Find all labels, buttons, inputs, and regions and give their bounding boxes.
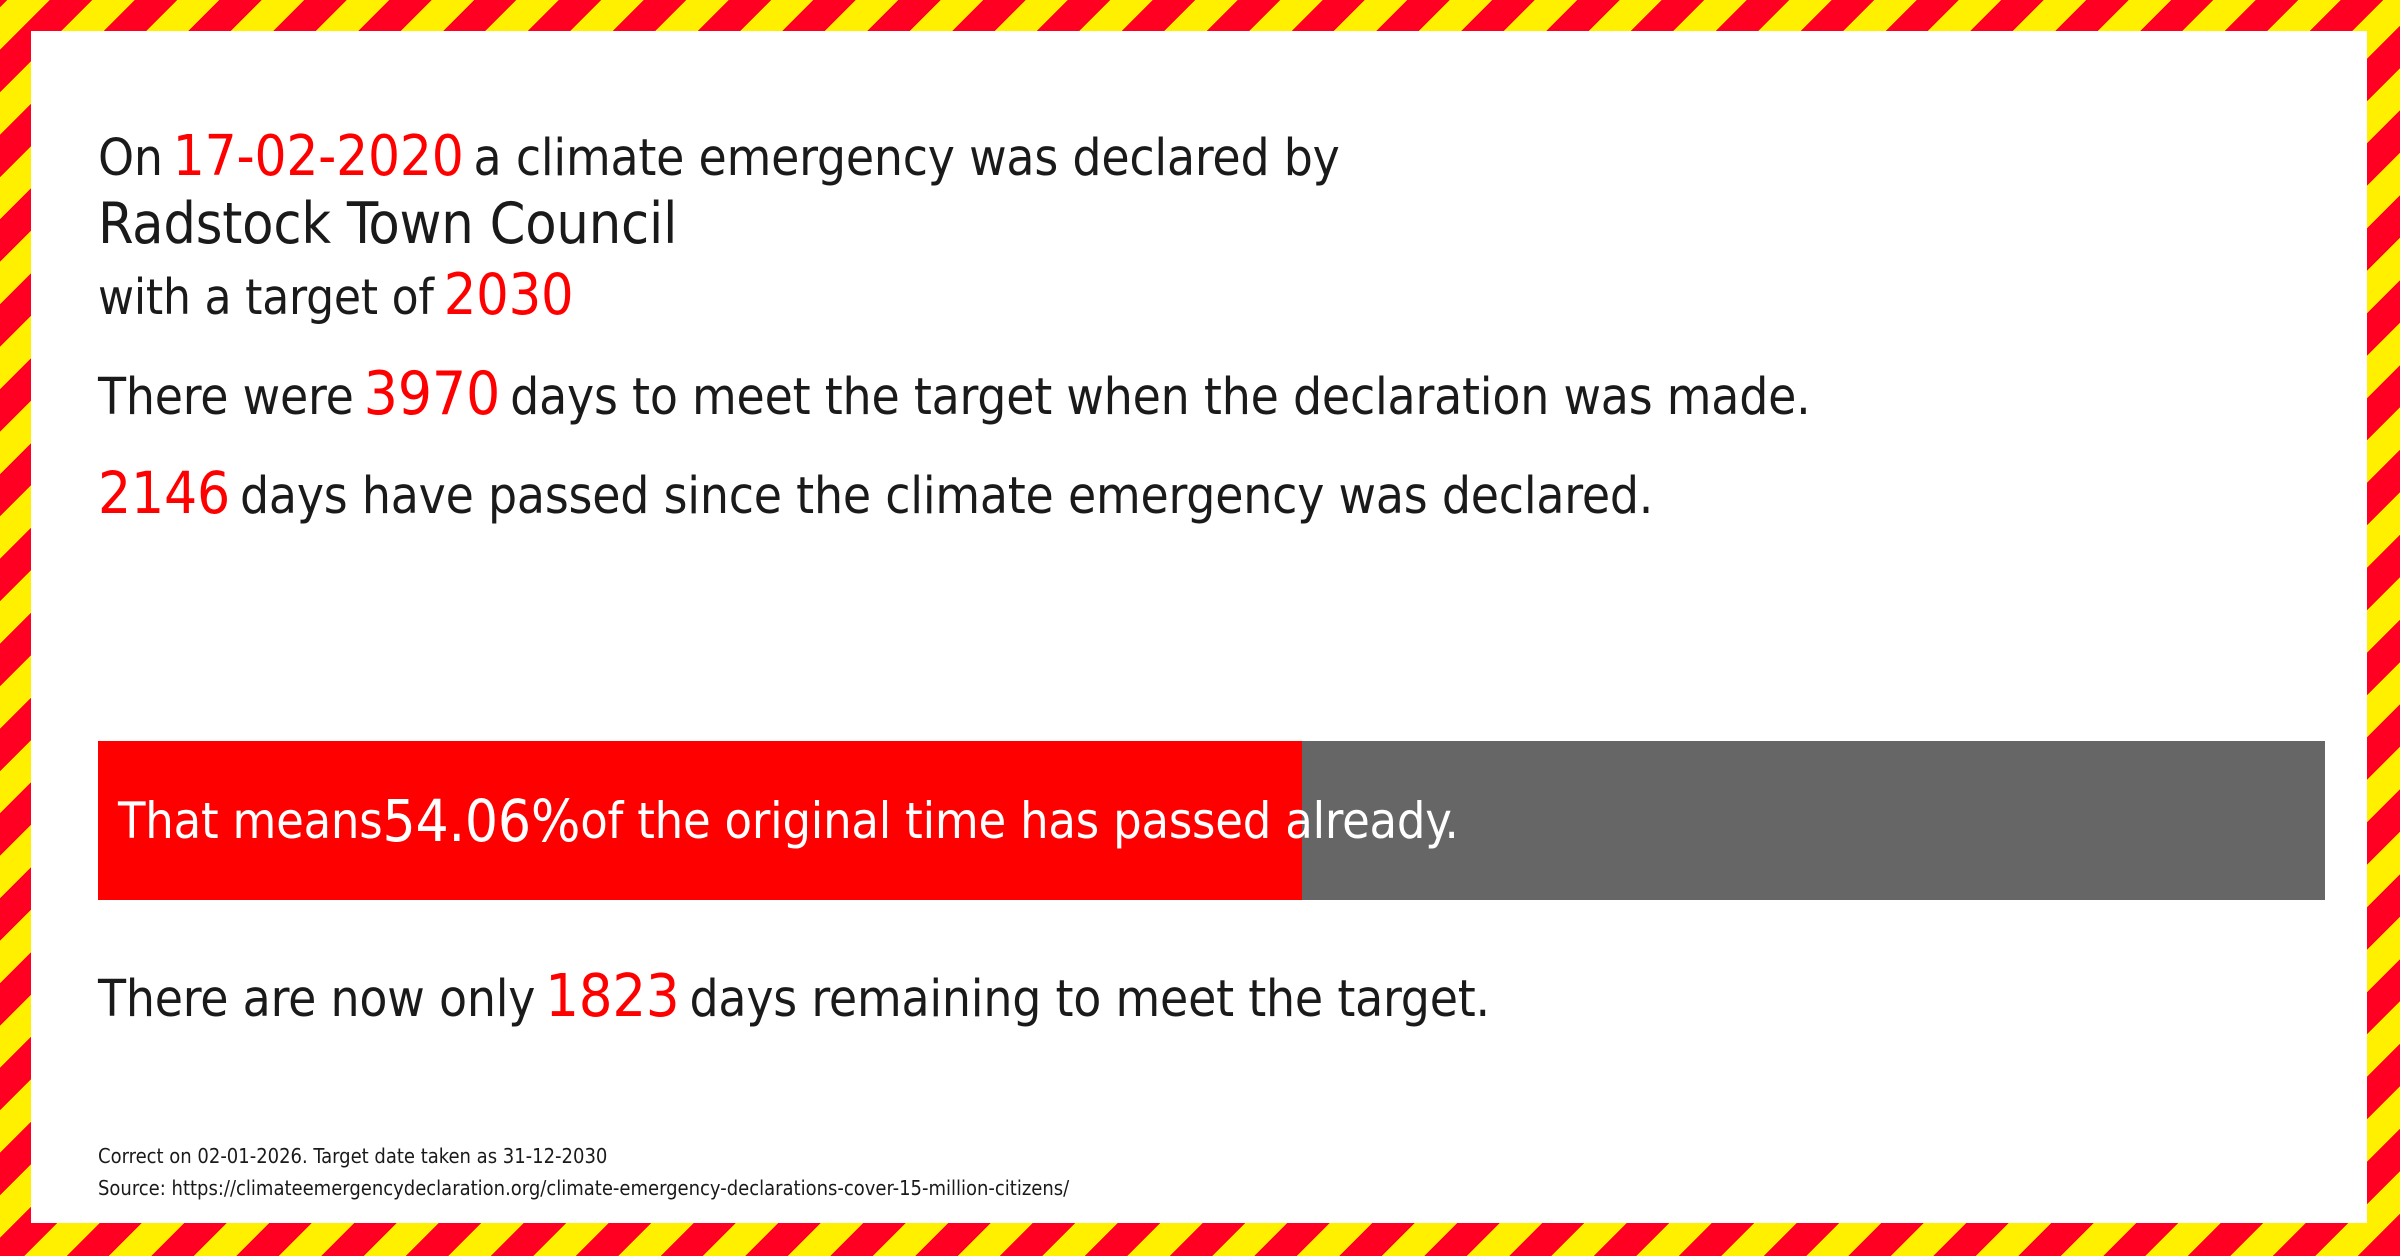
target-year-line: with a target of 2030 bbox=[98, 262, 574, 328]
progress-bar-fill bbox=[98, 741, 1302, 900]
days-passed-suffix-text: days have passed since the climate emerg… bbox=[239, 467, 1654, 526]
declaration-date-value: 17-02-2020 bbox=[172, 124, 464, 189]
days-available-line: There were 3970 days to meet the target wh… bbox=[98, 359, 1811, 429]
target-prefix-text: with a target of bbox=[98, 269, 434, 326]
days-remaining-suffix-text: days remaining to meet the target. bbox=[689, 970, 1491, 1029]
progress-bar-label: That means 54.06% of the original time has… bbox=[118, 741, 1459, 900]
declaring-authority-name: Radstock Town Council bbox=[98, 191, 678, 257]
days-remaining-line: There are now only 1823 days remaining to … bbox=[98, 961, 1490, 1030]
days-available-suffix-text: days to meet the target when the declara… bbox=[510, 368, 1811, 427]
target-year-value: 2030 bbox=[443, 262, 574, 328]
progress-percent-value: 54.06% bbox=[382, 786, 581, 855]
card-inner-canvas: On 17-02-2020 a climate emergency was decl… bbox=[31, 31, 2367, 1223]
footnote-source-url: Source: https://climateemergencydeclarat… bbox=[98, 1176, 1070, 1200]
footnote-correct-on: Correct on 02-01-2026. Target date taken… bbox=[98, 1144, 608, 1168]
days-available-prefix-text: There were bbox=[98, 368, 354, 427]
days-passed-line: 2146 days have passed since the climate e… bbox=[98, 459, 1653, 527]
days-passed-value: 2146 bbox=[98, 459, 230, 527]
time-elapsed-progress-bar: That means 54.06% of the original time has… bbox=[98, 741, 2325, 900]
days-available-value: 3970 bbox=[363, 359, 501, 429]
days-remaining-prefix-text: There are now only bbox=[98, 970, 536, 1029]
days-remaining-value: 1823 bbox=[545, 961, 680, 1030]
declaration-date-line: On 17-02-2020 a climate emergency was decl… bbox=[98, 124, 1340, 189]
progress-suffix-text: of the original time has passed already. bbox=[580, 791, 1459, 850]
progress-prefix-text: That means bbox=[118, 791, 383, 850]
declaration-middle-text: a climate emergency was declared by bbox=[473, 129, 1340, 188]
declaration-prefix-text: On bbox=[98, 129, 163, 188]
